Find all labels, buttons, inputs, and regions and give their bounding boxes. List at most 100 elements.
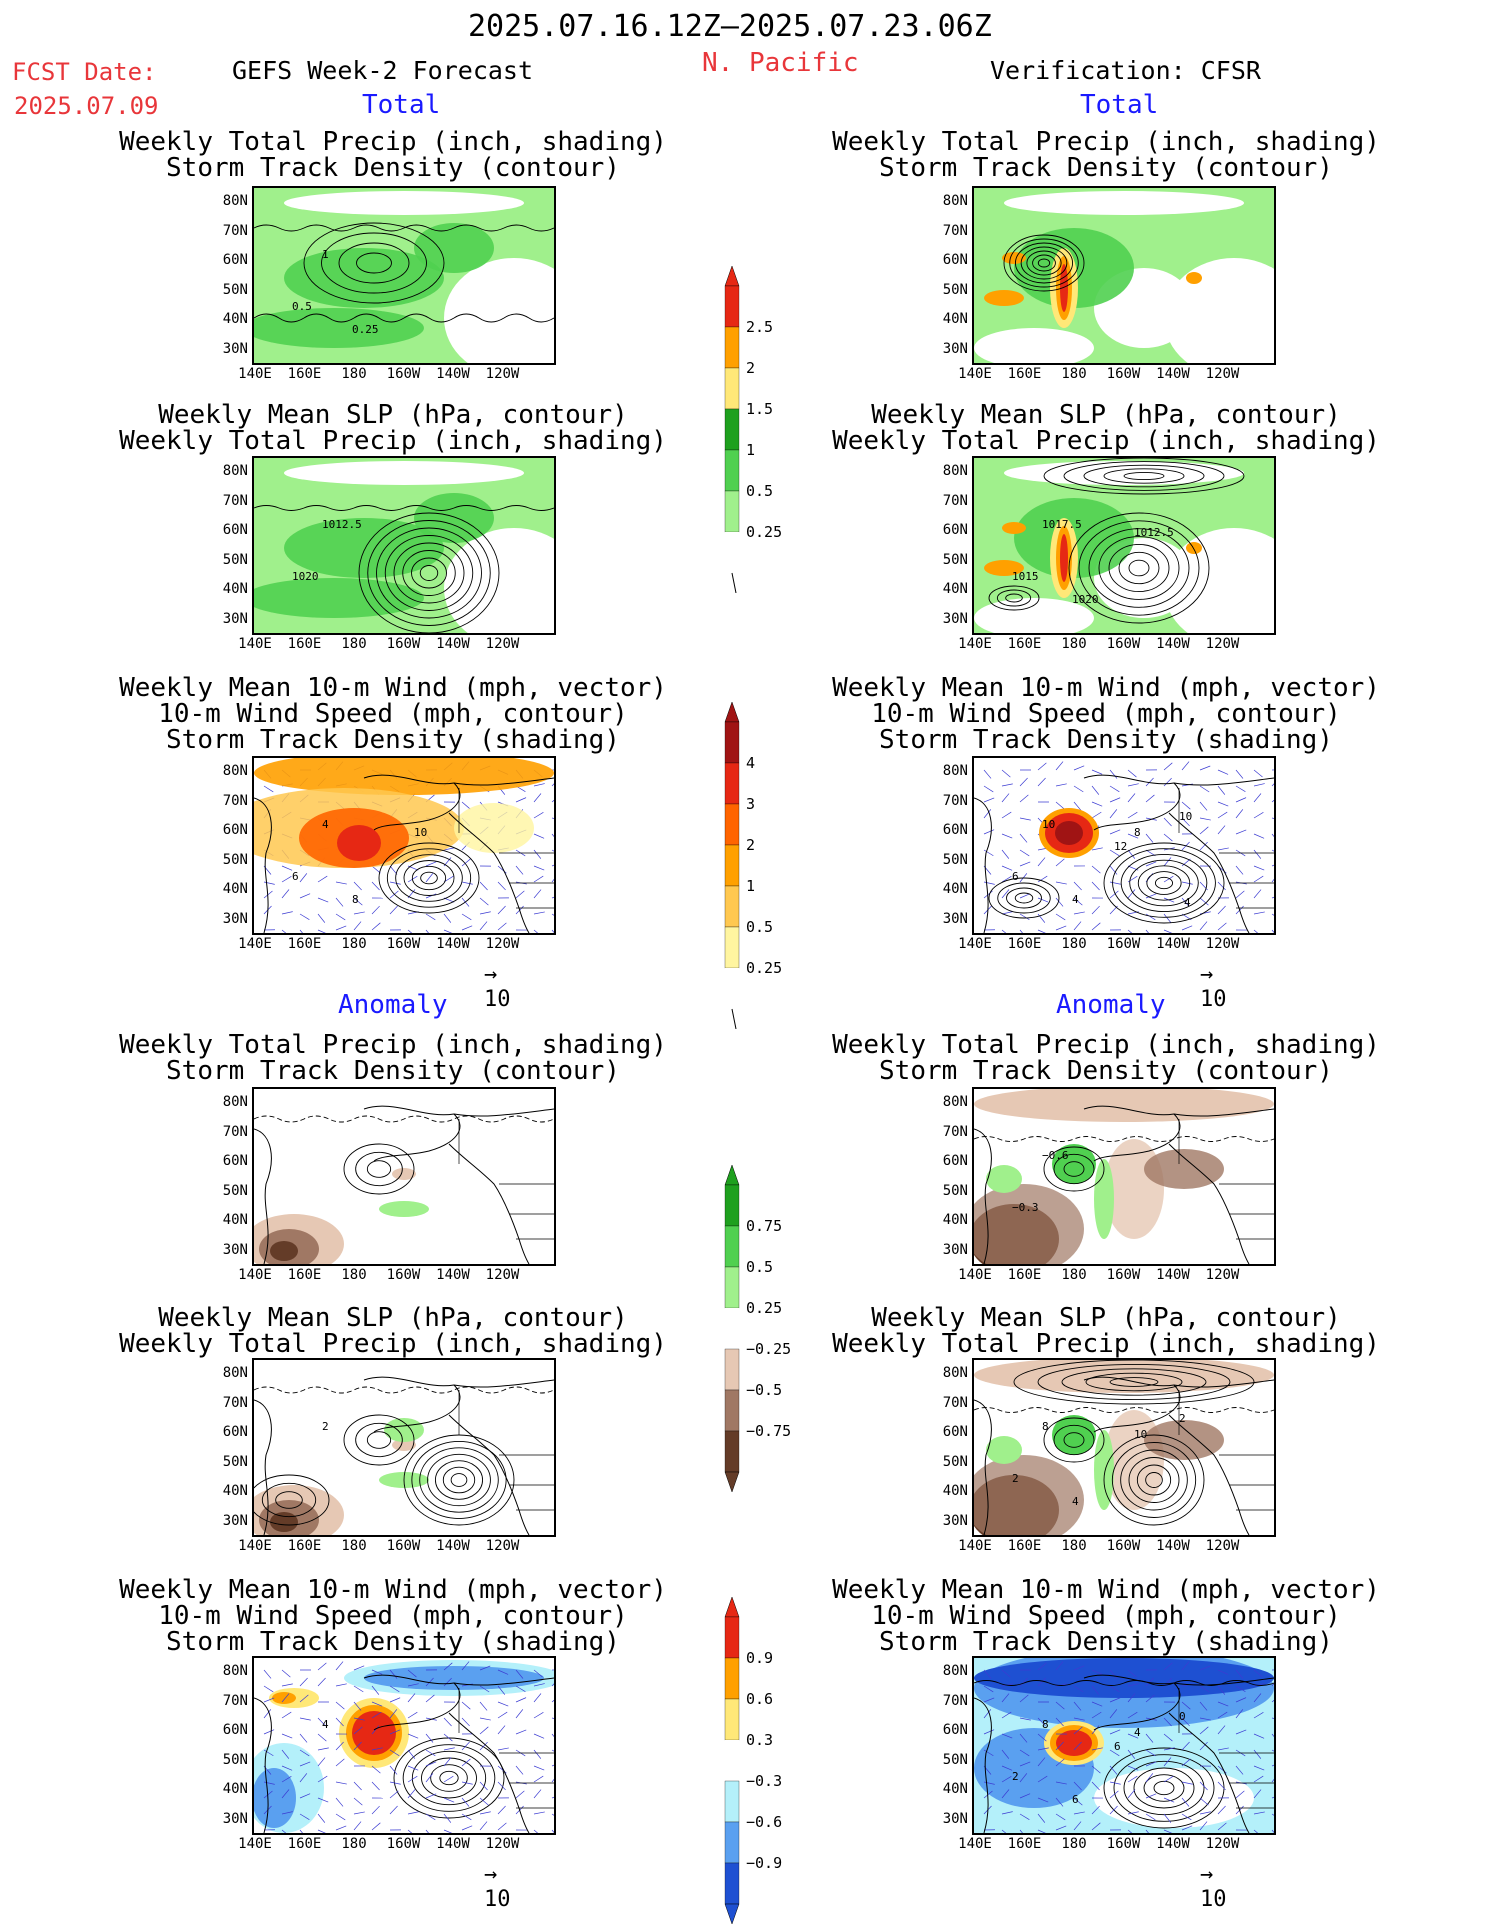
- latitude-tick-label: 70N: [928, 223, 968, 239]
- date-range-title: 2025.07.16.12Z–2025.07.23.06Z: [468, 12, 992, 42]
- verif-anom-wind-title-1: Weekly Mean 10-m Wind (mph, vector): [796, 1577, 1416, 1603]
- fcst-total-wind-title-2: 10-m Wind Speed (mph, contour): [83, 701, 703, 727]
- latitude-tick-label: 50N: [928, 852, 968, 868]
- colorbar-tick-label: 4: [746, 754, 755, 772]
- contour-label: 6: [1114, 1740, 1121, 1753]
- longitude-tick-label: 120W: [478, 636, 528, 652]
- longitude-tick-label: 180: [1049, 1267, 1099, 1283]
- latitude-tick-label: 30N: [208, 1811, 248, 1827]
- longitude-tick-label: 140W: [1148, 1538, 1198, 1554]
- contour-label: 10: [1134, 1428, 1147, 1441]
- latitude-tick-label: 80N: [208, 463, 248, 479]
- longitude-tick-label: 140E: [230, 1267, 280, 1283]
- longitude-tick-label: 180: [329, 1836, 379, 1852]
- colorbar-tick-label: 0.25: [746, 1299, 782, 1317]
- latitude-tick-label: 40N: [928, 311, 968, 327]
- longitude-tick-label: 140W: [428, 936, 478, 952]
- latitude-tick-label: 40N: [208, 581, 248, 597]
- fcst-anom-wind-map: 4: [252, 1656, 556, 1835]
- latitude-tick-label: 40N: [208, 311, 248, 327]
- contour-label: 4: [1184, 896, 1191, 909]
- contour-label: 8: [352, 893, 359, 906]
- arrow-right-icon: →: [1200, 962, 1213, 987]
- colorbar-tick-label: 1: [746, 441, 755, 459]
- longitude-tick-label: 160E: [1000, 1538, 1050, 1554]
- longitude-tick-label: 160W: [1099, 1538, 1149, 1554]
- latitude-tick-label: 50N: [928, 1752, 968, 1768]
- colorbar-tick-label: 3: [746, 795, 755, 813]
- longitude-tick-label: 160E: [1000, 366, 1050, 382]
- latitude-tick-label: 30N: [928, 1811, 968, 1827]
- latitude-tick-label: 30N: [208, 341, 248, 357]
- region-label: N. Pacific: [702, 50, 859, 76]
- latitude-tick-label: 80N: [928, 193, 968, 209]
- longitude-tick-label: 160W: [1099, 366, 1149, 382]
- latitude-tick-label: 80N: [208, 763, 248, 779]
- fcst-total-wind-title-3: Storm Track Density (shading): [83, 727, 703, 753]
- longitude-tick-label: 140W: [1148, 1267, 1198, 1283]
- colorbar-tick-label: −0.6: [746, 1813, 782, 1831]
- fcst-anomaly-heading: Anomaly: [338, 992, 448, 1018]
- colorbar-tick-label: 1: [746, 877, 755, 895]
- contour-label: 12: [1114, 840, 1127, 853]
- colorbar-tick-label: 0.25: [746, 523, 782, 541]
- arrow-right-icon: →: [484, 962, 497, 987]
- latitude-tick-label: 60N: [928, 1424, 968, 1440]
- longitude-tick-label: 140W: [428, 636, 478, 652]
- latitude-tick-label: 50N: [208, 1454, 248, 1470]
- latitude-tick-label: 50N: [208, 1183, 248, 1199]
- contour-label: 1012.5: [322, 518, 362, 531]
- contour-label: 1017.5: [1042, 518, 1082, 531]
- colorbar-tick-label: 0.5: [746, 918, 773, 936]
- longitude-tick-label: 140E: [950, 1267, 1000, 1283]
- latitude-tick-label: 30N: [208, 611, 248, 627]
- latitude-tick-label: 30N: [928, 1513, 968, 1529]
- longitude-tick-label: 160W: [379, 936, 429, 952]
- longitude-tick-label: 180: [1049, 636, 1099, 652]
- colorbar-tick-label: 0.9: [746, 1649, 773, 1667]
- longitude-tick-label: 140E: [230, 1538, 280, 1554]
- latitude-tick-label: 40N: [928, 1212, 968, 1228]
- right-column-title: Verification: CFSR: [990, 58, 1261, 83]
- longitude-tick-label: 120W: [1198, 366, 1248, 382]
- fcst-total-ref-vector: →10: [484, 962, 511, 1012]
- latitude-tick-label: 40N: [928, 1781, 968, 1797]
- longitude-tick-label: 120W: [1198, 1836, 1248, 1852]
- contour-label: 4: [322, 818, 329, 831]
- latitude-tick-label: 50N: [928, 1183, 968, 1199]
- colorbar-tick-label: 2.5: [746, 318, 773, 336]
- latitude-tick-label: 50N: [928, 1454, 968, 1470]
- longitude-tick-label: 120W: [478, 1836, 528, 1852]
- longitude-tick-label: 160E: [280, 1836, 330, 1852]
- latitude-tick-label: 30N: [928, 341, 968, 357]
- latitude-tick-label: 80N: [928, 463, 968, 479]
- longitude-tick-label: 120W: [478, 1267, 528, 1283]
- verif-anom-wind-title-3: Storm Track Density (shading): [796, 1629, 1416, 1655]
- contour-label: 6: [292, 870, 299, 883]
- longitude-tick-label: 160E: [280, 636, 330, 652]
- longitude-tick-label: 160E: [1000, 1836, 1050, 1852]
- latitude-tick-label: 60N: [208, 252, 248, 268]
- fcst-date-value: 2025.07.09: [14, 94, 159, 118]
- longitude-tick-label: 180: [1049, 936, 1099, 952]
- longitude-tick-label: 180: [329, 636, 379, 652]
- latitude-tick-label: 50N: [208, 852, 248, 868]
- latitude-tick-label: 40N: [928, 881, 968, 897]
- latitude-tick-label: 40N: [208, 1781, 248, 1797]
- colorbar-tick-label: −0.3: [746, 1772, 782, 1790]
- contour-label: 4: [1072, 1495, 1079, 1508]
- latitude-tick-label: 70N: [928, 1693, 968, 1709]
- fcst-anom-precip-map: [252, 1087, 556, 1266]
- latitude-tick-label: 60N: [208, 1424, 248, 1440]
- latitude-tick-label: 80N: [928, 763, 968, 779]
- fcst-anom-wind-title-2: 10-m Wind Speed (mph, contour): [83, 1603, 703, 1629]
- latitude-tick-label: 60N: [928, 1722, 968, 1738]
- contour-label: 2: [1012, 1770, 1019, 1783]
- fcst-anom-wind-title-1: Weekly Mean 10-m Wind (mph, vector): [83, 1577, 703, 1603]
- longitude-tick-label: 180: [1049, 1836, 1099, 1852]
- verif-total-precip-title-1: Weekly Total Precip (inch, shading): [796, 129, 1416, 155]
